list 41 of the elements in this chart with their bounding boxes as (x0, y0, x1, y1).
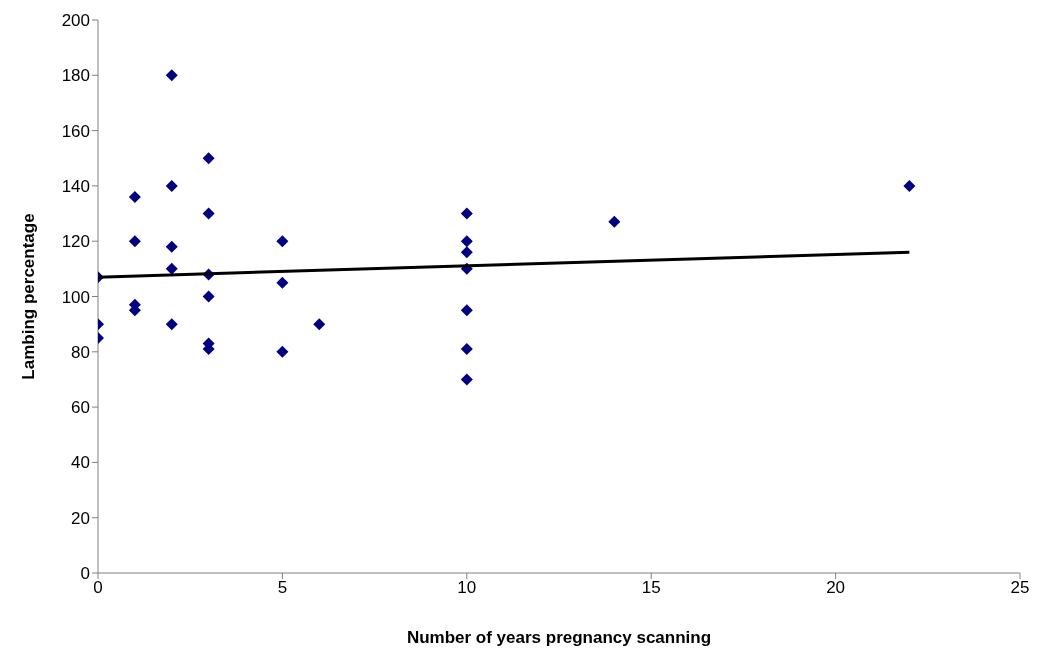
point (202, 152, 215, 165)
point (202, 290, 215, 303)
point (276, 235, 289, 248)
y-tick-label: 80 (71, 342, 90, 362)
point (128, 235, 141, 248)
y-tick-label: 120 (61, 232, 90, 252)
point (276, 276, 289, 289)
y-tick-label: 180 (61, 66, 90, 86)
point (460, 235, 473, 248)
point (903, 179, 916, 192)
point (165, 318, 178, 331)
y-tick-label: 0 (80, 564, 90, 584)
point (165, 240, 178, 253)
x-tick-label: 15 (641, 578, 661, 598)
x-tick-label: 5 (277, 578, 288, 598)
y-tick-label: 140 (61, 176, 90, 196)
point (460, 373, 473, 386)
point (460, 246, 473, 259)
x-tick-label: 0 (93, 578, 103, 598)
y-tick-label: 200 (61, 11, 90, 31)
point (276, 345, 289, 358)
y-tick-label: 40 (71, 453, 90, 473)
x-tick-label: 20 (826, 578, 846, 598)
y-tick-label: 20 (71, 508, 90, 528)
y-axis-title: Lambing percentage (19, 213, 39, 380)
point (460, 343, 473, 356)
x-axis-title: Number of years pregnancy scanning (406, 628, 712, 647)
point (165, 179, 178, 192)
x-tick-label: 10 (457, 578, 477, 598)
point (128, 190, 141, 203)
y-tick-label: 160 (61, 121, 90, 141)
y-tick-label: 60 (71, 398, 90, 418)
x-tick-label: 25 (1010, 578, 1030, 598)
y-tick-label: 100 (61, 287, 90, 307)
point (460, 304, 473, 317)
point (313, 318, 326, 331)
point (460, 207, 473, 220)
point (165, 262, 178, 275)
point (202, 207, 215, 220)
point (608, 215, 621, 228)
point (165, 69, 178, 82)
